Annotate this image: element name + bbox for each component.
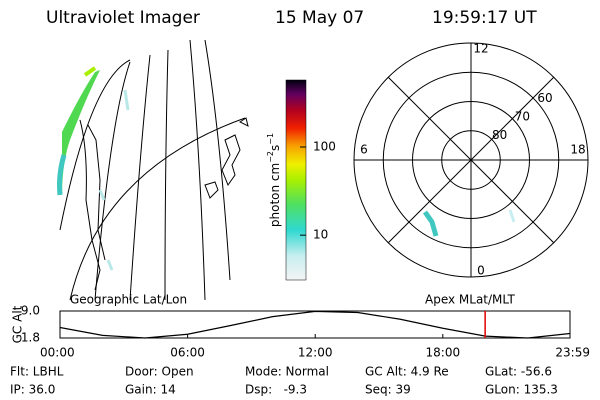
x-tick-label: 23:59 xyxy=(555,346,590,360)
status-field: GC Alt: 4.9 Re xyxy=(365,365,449,379)
title: Ultraviolet Imager xyxy=(46,8,200,28)
polar-plot: 80 70 60 0 6 12 18 xyxy=(353,42,589,278)
x-tick-label: 06:00 xyxy=(170,346,205,360)
colorbar-label: photon cm−2s−1 xyxy=(266,133,282,227)
date: 15 May 07 xyxy=(275,8,364,28)
status-field: Door: Open xyxy=(125,365,194,379)
status-field: Gain: 14 xyxy=(125,383,176,397)
ring-label: 70 xyxy=(515,110,530,124)
y-tick-label: 9.0 xyxy=(21,304,40,318)
polar-data xyxy=(422,209,516,237)
colorbar xyxy=(285,79,307,281)
colorbar-label-part: −2 xyxy=(266,151,275,163)
y-tick-label: 1.8 xyxy=(21,331,40,345)
colorbar-tick-label: 10 xyxy=(313,228,328,242)
x-tick-label: 00:00 xyxy=(40,346,75,360)
status-field: Flt: LBHL xyxy=(10,365,64,379)
colorbar-label-part: −1 xyxy=(266,133,275,145)
footer: Flt: LBHL Door: Open Mode: Normal GC Alt: 4… xyxy=(10,365,558,397)
geo-image xyxy=(57,39,249,301)
time: 19:59:17 UT xyxy=(432,8,537,28)
status-field: Dsp: -9.3 xyxy=(245,383,307,397)
mlt-label: 18 xyxy=(570,143,585,157)
status-field: IP: 36.0 xyxy=(10,383,55,397)
x-tick-label: 12:00 xyxy=(298,346,333,360)
status-field: Mode: Normal xyxy=(245,365,329,379)
ring-label: 60 xyxy=(537,91,552,105)
colorbar-label-part: s xyxy=(268,145,282,151)
image-label: Geographic Lat/Lon xyxy=(70,293,187,307)
colorbar-label-part: photon cm xyxy=(268,163,282,227)
colorbar-ticks: 10 100 xyxy=(300,139,336,242)
plot-frame xyxy=(59,310,571,339)
status-field: Seq: 39 xyxy=(365,383,411,397)
mlt-label: 6 xyxy=(360,143,368,157)
colorbar-tick-label: 100 xyxy=(313,139,336,153)
y-axis-label: GC Alt xyxy=(11,305,25,343)
status-field: GLon: 135.3 xyxy=(485,383,558,397)
ring-label: 80 xyxy=(492,128,507,142)
x-tick-label: 18:00 xyxy=(426,346,461,360)
status-field: GLat: -56.6 xyxy=(485,365,552,379)
polar-label: Apex MLat/MLT xyxy=(425,293,515,307)
mlt-label: 12 xyxy=(473,42,488,56)
mlt-label: 0 xyxy=(477,264,485,278)
